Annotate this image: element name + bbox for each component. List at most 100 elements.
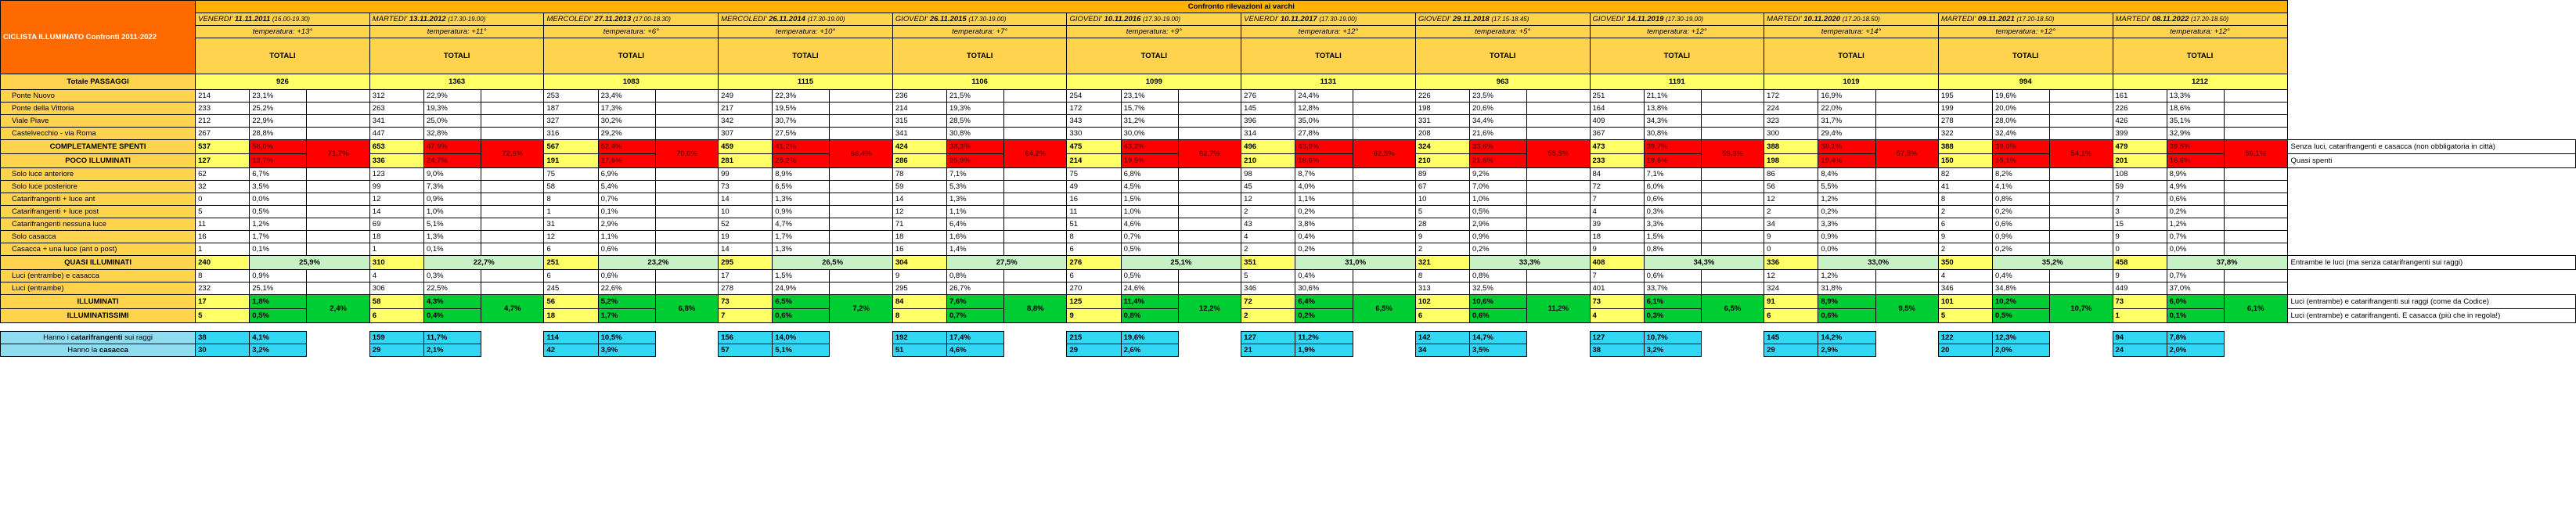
percent-cell: 24,7% — [423, 153, 482, 168]
count-cell: 278 — [718, 282, 773, 295]
percent-cell: 30,8% — [946, 127, 1005, 140]
empty-cell — [306, 167, 370, 181]
percent-cell: 21,8% — [1468, 153, 1528, 168]
count-cell: 122 — [1937, 331, 1993, 344]
percent-cell: 1,0% — [1468, 193, 1528, 206]
percent-cell: 29,4% — [1818, 127, 1876, 140]
count-cell: 5 — [195, 308, 250, 323]
empty-cell — [481, 114, 545, 128]
empty-cell — [481, 331, 544, 344]
spacer — [2287, 13, 2576, 26]
empty-cell — [1875, 167, 1939, 181]
count-cell: 653 — [369, 139, 424, 154]
percent-cell: 0,2% — [1991, 205, 2051, 218]
empty-cell — [1003, 102, 1068, 115]
percent-cell: 0,2% — [1818, 205, 1876, 218]
empty-cell — [306, 89, 370, 103]
count-cell: 69 — [369, 218, 424, 231]
empty-cell — [1526, 114, 1591, 128]
empty-cell — [2049, 230, 2113, 243]
count-cell: 82 — [1937, 167, 1993, 181]
percent-cell: 6,1% — [1643, 294, 1702, 309]
count-cell: 16 — [892, 243, 947, 256]
empty-cell — [481, 218, 545, 231]
empty-cell — [1177, 89, 1242, 103]
empty-cell — [306, 282, 370, 295]
quasi-row: QUASI ILLUMINATI 240 25,9% 310 22,7% 251 23,2%… — [0, 255, 2576, 270]
spacer — [2287, 74, 2576, 90]
count-cell: 351 — [1241, 255, 1296, 270]
row-label: POCO ILLUMINATI — [0, 153, 196, 168]
percent-cell: 0,3% — [1643, 308, 1702, 323]
percent-cell: 58,0% — [249, 139, 308, 154]
empty-cell — [829, 269, 893, 282]
count-cell: 367 — [1589, 127, 1645, 140]
percent-cell: 27,8% — [1295, 127, 1353, 140]
count-cell: 475 — [1066, 139, 1122, 154]
count-cell: 18 — [369, 230, 424, 243]
count-cell: 300 — [1764, 127, 1819, 140]
totals-header: TOTALI — [892, 38, 1068, 74]
count-cell: 0 — [1764, 243, 1819, 256]
table-row: Catarifrangenti nessuna luce 11 1,2% 69 5,1%… — [0, 218, 2576, 231]
percent-cell: 0,9% — [1991, 230, 2051, 243]
percent-cell: 1,5% — [1643, 230, 1702, 243]
empty-cell — [1177, 102, 1242, 115]
empty-cell — [1352, 205, 1416, 218]
percent-cell: 1,3% — [946, 193, 1005, 206]
percent-cell: 19,6% — [1643, 153, 1702, 168]
empty-cell — [654, 167, 719, 181]
percent-cell: 3,9% — [597, 344, 656, 357]
count-cell: 408 — [1589, 255, 1645, 270]
count-cell: 496 — [1241, 139, 1296, 154]
empty-cell — [654, 114, 719, 128]
empty-cell — [1875, 331, 1939, 344]
percent-cell: 21,5% — [946, 89, 1005, 103]
combined-percent: 62,7% — [1177, 139, 1242, 168]
gap-row — [1, 323, 2576, 332]
count-cell: 341 — [892, 127, 947, 140]
empty-cell — [481, 127, 545, 140]
combined-percent: 54,1% — [2049, 139, 2113, 168]
percent-cell: 19,5% — [1120, 153, 1179, 168]
percent-cell: 25,1% — [249, 282, 308, 295]
illuminati-row: ILLUMINATI 17 1,8% 2,4% 58 4,3% 4,7% 56 5,2% 6,8%… — [0, 294, 2576, 323]
session-day: GIOVEDI' — [895, 14, 928, 23]
count-cell: 8 — [1414, 269, 1470, 282]
percent-cell: 1,3% — [423, 230, 482, 243]
empty-cell — [2223, 167, 2288, 181]
count-cell: 29 — [369, 344, 424, 357]
session-date-value: 14.11.2019 — [1627, 14, 1666, 23]
count-cell: 4 — [1589, 308, 1645, 323]
label-emphasis: casacca — [99, 345, 128, 354]
spacer — [1, 323, 2576, 332]
percent-cell: 1,1% — [946, 205, 1005, 218]
empty-cell — [306, 218, 370, 231]
empty-cell — [654, 269, 719, 282]
percent-cell: 0,5% — [1120, 243, 1179, 256]
percent-cell: 0,6% — [1818, 308, 1876, 323]
count-cell: 331 — [1414, 114, 1470, 128]
percent-cell: 43,2% — [1120, 139, 1179, 154]
passaggi-total: 1363 — [369, 74, 545, 90]
count-cell: 6 — [543, 269, 599, 282]
empty-cell — [654, 89, 719, 103]
temperature-row: temperatura: +13° temperatura: +11° temper… — [1, 25, 2576, 38]
empty-cell — [1700, 282, 1765, 295]
empty-cell — [1177, 127, 1242, 140]
empty-cell — [2223, 89, 2288, 103]
percent-cell: 0,0% — [2166, 243, 2225, 256]
percent-cell: 6,4% — [946, 218, 1005, 231]
combined-percent: 8,8% — [1003, 294, 1068, 323]
count-cell: 251 — [1589, 89, 1645, 103]
percent-cell: 21,6% — [1468, 127, 1528, 140]
count-cell: 172 — [1764, 89, 1819, 103]
percent-cell: 1,2% — [1818, 193, 1876, 206]
row-note: Quasi spenti — [2286, 153, 2576, 168]
count-cell: 388 — [1764, 139, 1819, 154]
count-cell: 286 — [892, 153, 947, 168]
count-cell: 94 — [2112, 331, 2167, 344]
empty-cell — [481, 269, 545, 282]
session-day: MERCOLEDI' — [721, 14, 767, 23]
percent-cell: 25,1% — [1120, 255, 1242, 270]
